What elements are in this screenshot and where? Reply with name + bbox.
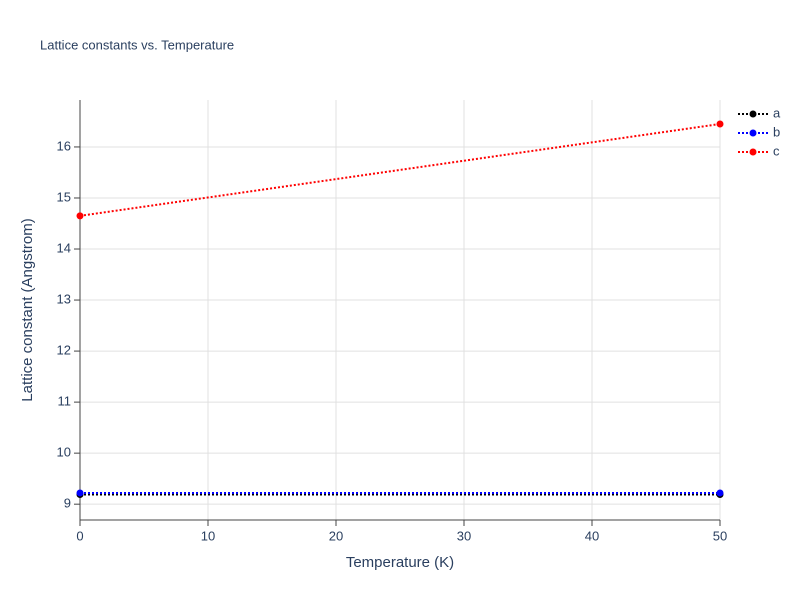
- y-tick-label: 15: [57, 189, 71, 204]
- point: [716, 120, 724, 128]
- y-tick-label: 16: [57, 138, 71, 153]
- legend-marker: [749, 110, 757, 118]
- x-axis-label: Temperature (K): [346, 554, 454, 571]
- point: [76, 489, 84, 497]
- chart-title: Lattice constants vs. Temperature: [40, 37, 234, 52]
- x-tick-label: 0: [76, 528, 83, 543]
- x-tick-label: 50: [713, 528, 727, 543]
- y-tick-label: 14: [57, 240, 71, 255]
- legend-marker: [749, 148, 757, 156]
- legend-label: a: [773, 105, 781, 120]
- y-tick-label: 9: [64, 496, 71, 511]
- y-tick-label: 11: [58, 394, 72, 409]
- x-tick-label: 20: [329, 528, 343, 543]
- y-tick-label: 13: [57, 291, 71, 306]
- y-tick-label: 10: [57, 445, 71, 460]
- legend-label: c: [773, 143, 780, 158]
- legend-marker: [749, 129, 757, 137]
- y-axis-label: Lattice constant (Angstrom): [19, 218, 36, 401]
- legend-label: b: [773, 124, 780, 139]
- point: [76, 212, 84, 220]
- y-tick-label: 12: [57, 343, 71, 358]
- point: [716, 489, 724, 497]
- series-line: [79, 122, 721, 217]
- x-tick-label: 40: [585, 528, 599, 543]
- x-tick-label: 10: [201, 528, 215, 543]
- x-tick-label: 30: [457, 528, 471, 543]
